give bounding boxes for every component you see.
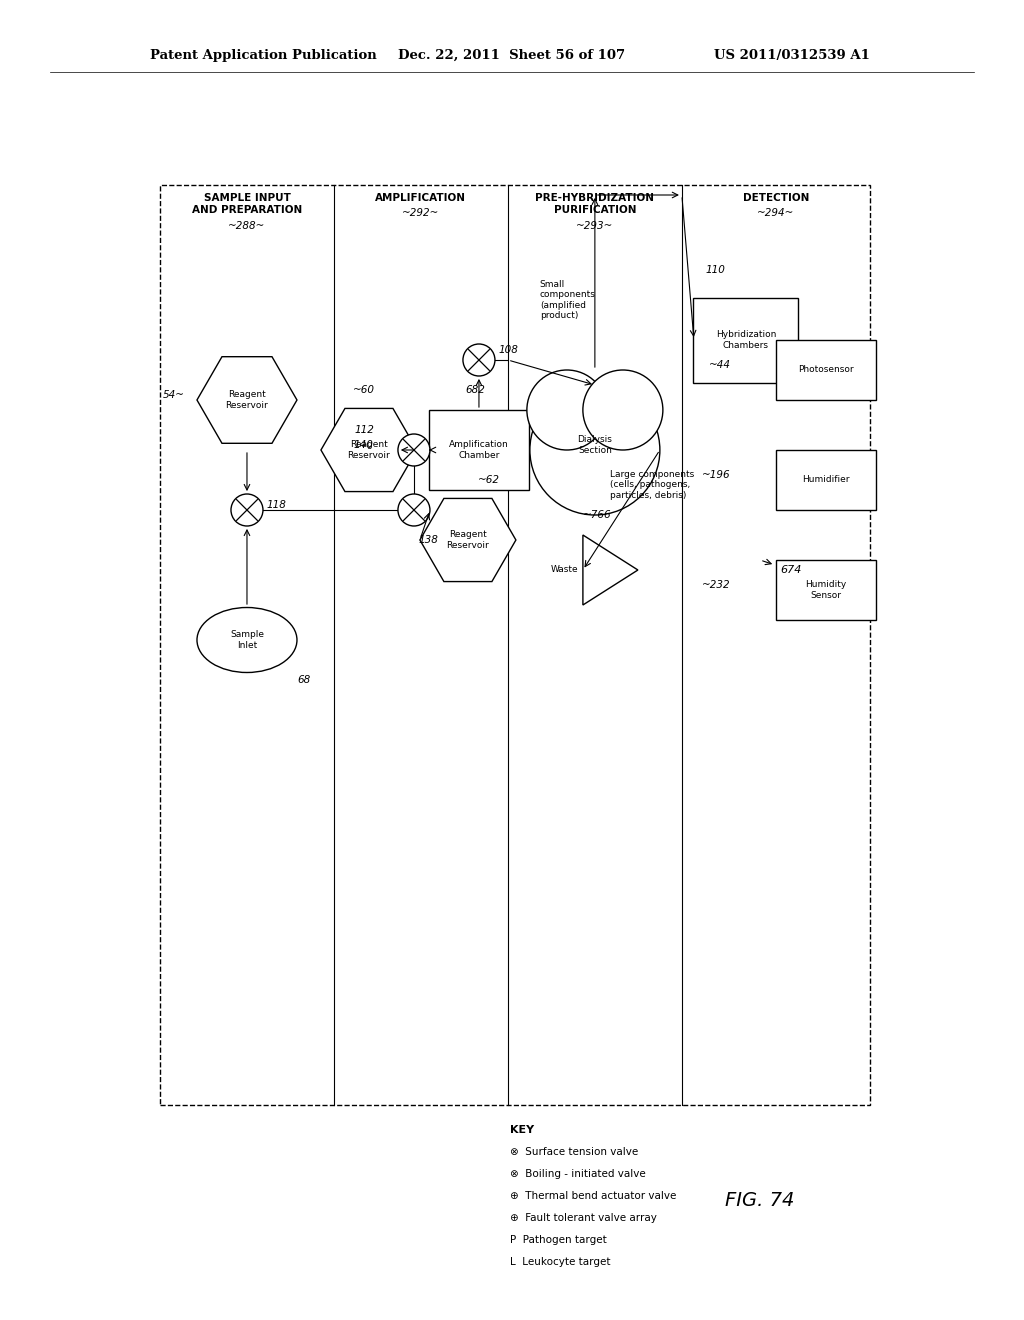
Text: Waste: Waste [550, 565, 578, 574]
Bar [693, 297, 799, 383]
Bar [776, 450, 876, 510]
Text: ⊗  Surface tension valve: ⊗ Surface tension valve [510, 1147, 638, 1158]
Text: ⊕  Fault tolerant valve array: ⊕ Fault tolerant valve array [510, 1213, 656, 1224]
Polygon shape [197, 356, 297, 444]
Text: Humidity
Sensor: Humidity Sensor [805, 581, 847, 599]
Text: 118: 118 [267, 500, 287, 510]
Text: ~232: ~232 [702, 579, 731, 590]
Bar [160, 185, 870, 1105]
Bar [776, 341, 876, 400]
Bar [776, 560, 876, 620]
Text: P  Pathogen target: P Pathogen target [510, 1236, 607, 1245]
Text: Small
components
(amplified
product): Small components (amplified product) [540, 280, 596, 319]
Text: Photosensor: Photosensor [798, 366, 854, 375]
Text: 108: 108 [499, 345, 519, 355]
Text: 138: 138 [419, 535, 439, 545]
Text: Large components
(cells, pathogens,
particles, debris): Large components (cells, pathogens, part… [610, 470, 694, 500]
Text: ~294~: ~294~ [757, 209, 795, 218]
Text: ~292~: ~292~ [402, 209, 439, 218]
Text: ~293~: ~293~ [577, 220, 613, 231]
Circle shape [583, 370, 663, 450]
Text: KEY: KEY [510, 1125, 535, 1135]
Text: US 2011/0312539 A1: US 2011/0312539 A1 [714, 49, 870, 62]
Bar [429, 411, 529, 490]
Text: 140: 140 [354, 440, 374, 450]
Text: 68: 68 [297, 675, 310, 685]
Text: PRE-HYBRIDIZATION
PURIFICATION: PRE-HYBRIDIZATION PURIFICATION [536, 193, 654, 215]
Circle shape [398, 434, 430, 466]
Text: AMPLIFICATION: AMPLIFICATION [376, 193, 466, 203]
Text: DETECTION: DETECTION [742, 193, 809, 203]
Text: ~766: ~766 [583, 510, 611, 520]
Circle shape [529, 385, 659, 515]
Text: 110: 110 [706, 265, 726, 275]
Text: Hybridization
Chambers: Hybridization Chambers [716, 330, 776, 350]
Text: Dec. 22, 2011  Sheet 56 of 107: Dec. 22, 2011 Sheet 56 of 107 [398, 49, 626, 62]
Text: ~60: ~60 [353, 385, 375, 395]
Text: 674: 674 [780, 565, 802, 576]
Text: ⊗  Boiling - initiated valve: ⊗ Boiling - initiated valve [510, 1170, 646, 1179]
Text: FIG. 74: FIG. 74 [725, 1191, 795, 1209]
Text: Reagent
Reservoir: Reagent Reservoir [446, 531, 489, 549]
Text: L  Leukocyte target: L Leukocyte target [510, 1257, 610, 1267]
Polygon shape [321, 408, 417, 491]
Text: 682: 682 [465, 385, 485, 395]
Text: Reagent
Reservoir: Reagent Reservoir [225, 391, 268, 409]
Polygon shape [583, 535, 638, 605]
Text: ~62: ~62 [478, 475, 500, 484]
Circle shape [398, 494, 430, 525]
Circle shape [463, 345, 495, 376]
Text: Patent Application Publication: Patent Application Publication [150, 49, 377, 62]
Ellipse shape [197, 607, 297, 672]
Text: ~196: ~196 [702, 470, 731, 480]
Text: 54~: 54~ [163, 389, 185, 400]
Text: ⊕  Thermal bend actuator valve: ⊕ Thermal bend actuator valve [510, 1191, 677, 1201]
Circle shape [527, 370, 607, 450]
Text: ~288~: ~288~ [228, 220, 265, 231]
Text: Sample
Inlet: Sample Inlet [230, 630, 264, 649]
Text: SAMPLE INPUT
AND PREPARATION: SAMPLE INPUT AND PREPARATION [191, 193, 302, 215]
Circle shape [231, 494, 263, 525]
Text: Amplification
Chamber: Amplification Chamber [450, 441, 509, 459]
Text: 112: 112 [354, 425, 374, 436]
Polygon shape [420, 499, 516, 582]
Text: ~44: ~44 [709, 360, 731, 370]
Text: Dialysis
Section: Dialysis Section [578, 436, 612, 454]
Text: Humidifier: Humidifier [802, 475, 850, 484]
Text: Reagent
Reservoir: Reagent Reservoir [347, 441, 390, 459]
